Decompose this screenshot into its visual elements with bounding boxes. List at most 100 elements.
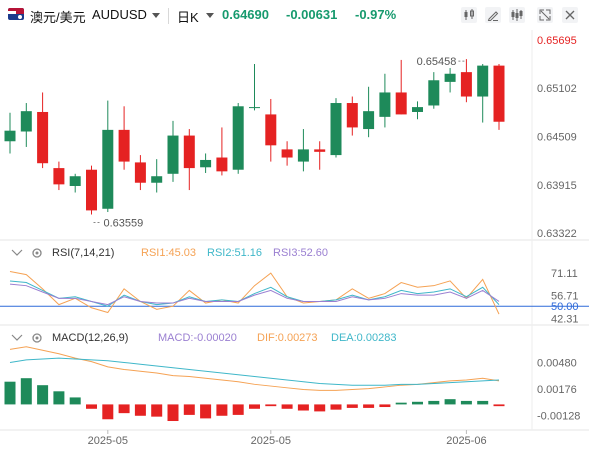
candle-body [232, 106, 244, 170]
candle-body [20, 111, 32, 132]
x-axis-tick-label: 2025-05 [88, 435, 128, 447]
candle-body [297, 149, 309, 162]
macd-bar [379, 404, 391, 408]
dea-line [9, 357, 500, 386]
header-divider [168, 8, 169, 24]
candle-body [444, 73, 456, 82]
close-icon[interactable] [561, 6, 579, 24]
candle-body [86, 169, 97, 211]
price-axis-tick: 0.65695 [537, 35, 577, 47]
chart-header: 澳元/美元 AUDUSD 日K 0.64690 -0.00631 -0.97% [0, 0, 589, 30]
last-price: 0.64690 [222, 7, 269, 22]
candle-body [134, 162, 146, 183]
symbol-code[interactable]: AUDUSD [92, 7, 147, 22]
macd-bar [167, 404, 179, 422]
macd-bar [69, 397, 81, 405]
candle-body [249, 107, 260, 109]
candle-body [265, 114, 277, 146]
candle-body [493, 65, 505, 122]
macd-bar [86, 404, 97, 409]
candle-body [200, 159, 212, 168]
macd-bar [53, 391, 65, 405]
candle-body [281, 149, 293, 158]
x-axis-tick-label: 2025-05 [251, 435, 291, 447]
price-change-percent: -0.97% [355, 7, 397, 22]
rsi3-value: RSI3:52.60 [273, 247, 329, 259]
candle-body [412, 107, 423, 112]
dea-value: DEA:0.00283 [331, 332, 397, 344]
candle-body [183, 135, 195, 169]
macd-bar [346, 404, 358, 408]
rsi-axis-tick: 42.31 [551, 313, 579, 325]
candle-body [346, 103, 358, 128]
candle-body [395, 92, 407, 115]
macd-bar [363, 404, 375, 408]
price-axis-tick: 0.63915 [537, 180, 577, 192]
macd-bar [37, 385, 49, 405]
rsi-series-2 [9, 280, 500, 307]
macd-bar [151, 404, 163, 417]
macd-bar [232, 404, 244, 415]
macd-bar [200, 404, 212, 419]
macd-bar [216, 404, 228, 416]
settings-gear-icon[interactable] [30, 246, 44, 260]
candle-body [4, 130, 16, 142]
rsi2-value: RSI2:51.16 [207, 247, 263, 259]
period-selector[interactable]: 日K [177, 10, 199, 25]
macd-value: MACD:-0.00020 [158, 332, 237, 344]
rsi-title: RSI(7,14,21) [52, 247, 115, 259]
candle-body [53, 168, 65, 185]
candle-body [37, 111, 49, 164]
macd-axis-tick: -0.00128 [537, 411, 580, 423]
candle-body [428, 80, 440, 106]
price-change: -0.00631 [286, 7, 338, 22]
fullscreen-icon[interactable] [536, 6, 554, 24]
rsi-series-1 [9, 270, 500, 315]
candle-body [118, 129, 130, 162]
macd-bar [265, 404, 277, 407]
price-axis-tick: 0.65102 [537, 83, 577, 95]
au-flag-icon [8, 8, 24, 20]
candle-body [167, 135, 179, 174]
macd-bar [444, 399, 456, 405]
candle-body [69, 176, 81, 186]
low-annotation: 0.63559 [104, 217, 144, 229]
symbol-name[interactable]: 澳元/美元 [30, 10, 86, 25]
period-dropdown-icon[interactable] [206, 13, 214, 18]
dif-value: DIF:0.00273 [257, 332, 318, 344]
candle-body [151, 176, 163, 183]
price-axis-tick: 0.63322 [537, 228, 577, 240]
macd-bar [330, 404, 342, 410]
candle-settings-icon[interactable] [460, 6, 478, 24]
macd-bar [412, 401, 423, 405]
x-axis-tick-label: 2025-06 [446, 435, 486, 447]
candle-body [379, 92, 391, 117]
collapse-chevron-icon[interactable] [10, 246, 24, 260]
price-axis-tick: 0.64509 [537, 131, 577, 143]
rsi-axis-tick: 50.00 [551, 301, 579, 313]
rsi-axis-tick: 71.11 [551, 268, 578, 280]
indicator-icon[interactable] [508, 6, 526, 24]
macd-bar [183, 404, 195, 415]
candle-body [314, 149, 326, 152]
rsi-axis-tick: 56.71 [551, 291, 579, 303]
draw-icon[interactable] [484, 6, 502, 24]
candle-body [477, 65, 489, 97]
high-annotation: 0.65458 [417, 56, 457, 68]
macd-bar [134, 404, 146, 416]
macd-bar [428, 400, 440, 405]
macd-bar [281, 404, 293, 409]
macd-bar [477, 400, 489, 405]
macd-title: MACD(12,26,9) [52, 332, 129, 344]
macd-bar [118, 404, 130, 414]
symbol-dropdown-icon[interactable] [152, 13, 160, 18]
macd-bar [493, 404, 505, 407]
rsi-series-3 [9, 283, 500, 306]
candle-body [216, 157, 228, 172]
settings-gear-icon[interactable] [30, 331, 44, 345]
macd-bar [20, 378, 32, 405]
collapse-chevron-icon[interactable] [10, 331, 24, 345]
candle-body [330, 103, 342, 156]
